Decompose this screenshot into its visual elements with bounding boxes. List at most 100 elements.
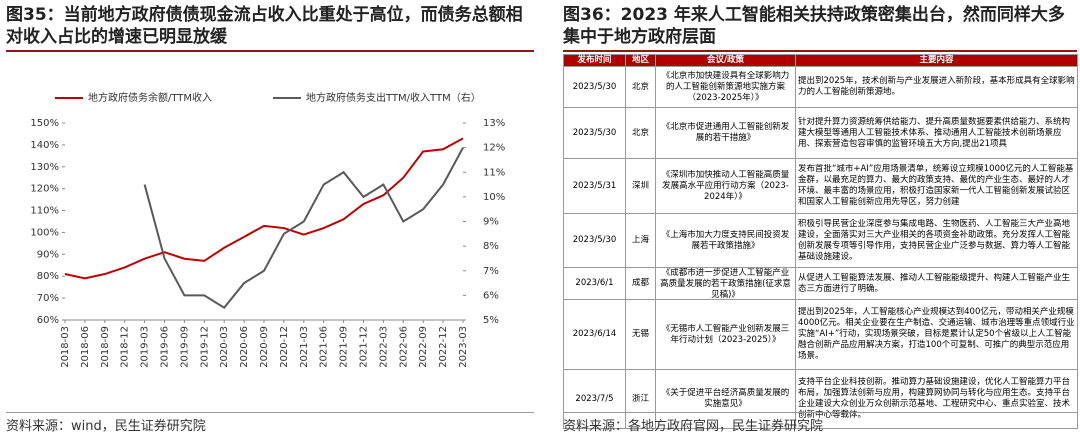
table-cell: 上海 — [625, 213, 656, 268]
table-cell: 《关于促进平台经济高质量发展的实施意见》 — [655, 369, 796, 429]
table-cell: 针对提升算力资源统筹供给能力、提升高质量数据要素供给能力、系统构建大模型等通用人… — [795, 107, 1078, 159]
y2-tick-label: 10% — [483, 192, 505, 203]
table-cell: 积极引导民营企业深度参与集成电路、生物医药、人工智能三大产业高地建设，全面落实对… — [795, 213, 1078, 268]
table-cell: 2023/7/5 — [563, 369, 626, 429]
y2-tick-label: 9% — [483, 217, 499, 228]
y2-tick-label: 8% — [483, 241, 499, 252]
y2-tick-label: 13% — [483, 118, 505, 129]
cell-text: 2023/5/30 — [572, 127, 617, 138]
header-cell: 会议/政策 — [655, 54, 796, 67]
cell-text: 北京 — [631, 81, 649, 92]
table-row: 2023/5/30 上海 《上海市加大力度支持民间投资发展若干政策措施》 积极引导民营… — [563, 213, 1078, 268]
cell-text: 2023/6/14 — [572, 329, 617, 339]
table-cell: 2023/5/30 — [563, 107, 626, 159]
y-tick-label: 150% — [30, 118, 59, 129]
cell-text: 上海 — [631, 235, 649, 245]
y-tick-label: 130% — [30, 162, 59, 173]
x-tick-label: 2022-03 — [378, 326, 389, 368]
y2-tick-label: 5% — [483, 315, 499, 326]
x-tick-label: 2020-12 — [279, 326, 290, 368]
x-tick-label: 2020-09 — [259, 326, 270, 368]
table-cell: 提出到2025年，技术创新与产业发展进入新阶段，基本形成具有全球影响力的人工智能… — [795, 66, 1078, 108]
y-tick-label: 110% — [30, 206, 59, 217]
header-cell: 主要内容 — [795, 54, 1078, 67]
cell-text: 深圳 — [631, 180, 649, 191]
x-tick-label: 2021-03 — [299, 326, 310, 368]
x-tick-label: 2022-09 — [418, 326, 429, 368]
x-tick-label: 2023-03 — [458, 326, 469, 368]
cell-text: 《无锡市人工智能产业创新发展三年行动计划（2023-2025）》 — [661, 323, 790, 345]
left-source: 资料来源：wind，民生证券研究院 — [6, 412, 534, 434]
x-tick-label: 2018-09 — [100, 326, 111, 368]
x-tick-label: 2018-12 — [120, 326, 131, 368]
table-row: 2023/5/31 深圳 《深圳市加快推动人工智能高质量发展高水平应用行动方案（20… — [563, 158, 1078, 214]
table-cell: 成都 — [625, 267, 656, 300]
cell-text: 《成都市进一步促进人工智能产业高质量发展的若干政策措施(征求意见稿)》 — [660, 268, 791, 299]
table-cell: 《无锡市人工智能产业创新发展三年行动计划（2023-2025）》 — [655, 299, 796, 370]
table-cell: 2023/5/30 — [563, 213, 626, 268]
x-tick-label: 2020-06 — [239, 326, 250, 368]
x-tick-label: 2018-03 — [60, 326, 71, 368]
series-line — [64, 137, 464, 280]
table-cell: 浙江 — [625, 369, 656, 429]
legend-label: 地方政府债务支出TTM/收入TTM（右） — [306, 91, 481, 104]
table-cell: 支持平台企业科技创新。推动算力基础设施建设，优化人工智能算力平台布局，加强算法创… — [795, 369, 1078, 429]
table-row: 2023/6/14 无锡 《无锡市人工智能产业创新发展三年行动计划（2023-202… — [563, 299, 1078, 370]
header-cell: 发布时间 — [563, 54, 626, 67]
x-tick-label: 2021-09 — [339, 326, 350, 368]
x-tick-label: 2019-09 — [179, 326, 190, 368]
series-line — [143, 147, 464, 310]
table-cell: 《北京市加快建设具有全球影响力的人工智能创新策源地实施方案（2023-2025年… — [655, 66, 796, 108]
table-row: 2023/6/1 成都 《成都市进一步促进人工智能产业高质量发展的若干政策措施(征求… — [563, 267, 1078, 300]
cell-text: 支持平台企业科技创新。推动算力基础设施建设，优化人工智能算力平台布局，加强算法创… — [798, 377, 1071, 420]
x-tick-label: 2019-12 — [199, 326, 210, 368]
table-cell: 北京 — [625, 107, 656, 159]
cell-text: 《上海市加大力度支持民间投资发展若干政策措施》 — [661, 229, 790, 251]
y2-tick-label: 12% — [483, 143, 505, 154]
table-row: 2023/7/5 浙江 《关于促进平台经济高质量发展的实施意见》 支持平台企业科技创新… — [563, 369, 1078, 429]
y-tick-label: 120% — [30, 184, 59, 195]
table-cell: 2023/6/1 — [563, 267, 626, 300]
table-cell: 发布首批“城市+AI”应用场景清单，统筹设立规模1000亿元的人工智能基金群，以… — [795, 158, 1078, 214]
x-tick-label: 2021-12 — [359, 326, 370, 368]
header-cell: 地区 — [625, 54, 656, 67]
x-tick-label: 2019-06 — [160, 326, 171, 368]
left-title: 图35：当前地方政府债债现金流占收入比重处于高位，而债务总额相对收入占比的增速已… — [6, 4, 534, 52]
y-tick-label: 140% — [30, 140, 59, 151]
table-cell: 北京 — [625, 66, 656, 108]
y-tick-label: 90% — [37, 249, 59, 260]
y2-tick-label: 6% — [483, 290, 499, 301]
cell-text: 《北京市促进通用人工智能创新发展的若干措施》 — [661, 122, 790, 143]
cell-text: 成都 — [631, 278, 649, 288]
y-tick-label: 60% — [37, 315, 59, 326]
chart: 60% 70% 80% 90% 100% 110% 120% 130% 140% 150% 5% 6%… — [30, 91, 505, 368]
table-cell: 《北京市促进通用人工智能创新发展的若干措施》 — [655, 107, 796, 159]
table-row: 2023/5/30 北京 《北京市加快建设具有全球影响力的人工智能创新策源地实施方案… — [563, 66, 1078, 108]
cell-text: 2023/7/5 — [575, 393, 614, 404]
y-tick-label: 70% — [37, 293, 59, 304]
x-tick-label: 2022-12 — [438, 326, 449, 368]
y2-tick-label: 7% — [483, 266, 499, 277]
table-cell: 2023/6/14 — [563, 299, 626, 370]
table-cell: 《成都市进一步促进人工智能产业高质量发展的若干政策措施(征求意见稿)》 — [655, 267, 796, 300]
cell-text: 2023/5/31 — [572, 180, 617, 191]
y-tick-label: 100% — [30, 227, 59, 238]
cell-text: 提出到2025年，人工智能核心产业规模达到400亿元，带动相关产业规模4000亿… — [798, 307, 1075, 361]
table-cell: 2023/5/30 — [563, 66, 626, 108]
table-cell: 《深圳市加快推动人工智能高质量发展高水平应用行动方案（2023-2024年）》 — [655, 158, 796, 214]
table-cell: 2023/5/31 — [563, 158, 626, 214]
policy-table: 发布时间 地区 会议/政策 主要内容 2023/5/30 北京 《北京市加快建设具有全球影响… — [563, 54, 1078, 429]
cell-text: 《关于促进平台经济高质量发展的实施意见》 — [661, 388, 790, 409]
cell-text: 《北京市加快建设具有全球影响力的人工智能创新策源地实施方案（2023-2025年… — [661, 70, 790, 103]
header-row: 发布时间 地区 会议/政策 主要内容 — [563, 54, 1078, 67]
cell-text: 发布首批“城市+AI”应用场景清单，统筹设立规模1000亿元的人工智能基金群，以… — [798, 164, 1074, 207]
table-row: 2023/5/30 北京 《北京市促进通用人工智能创新发展的若干措施》 针对提升算力资… — [563, 107, 1078, 159]
table-cell: 《上海市加大力度支持民间投资发展若干政策措施》 — [655, 213, 796, 268]
cell-text: 2023/6/1 — [575, 278, 614, 288]
cell-text: 积极引导民营企业深度参与集成电路、生物医药、人工智能三大产业高地建设，全面落实对… — [798, 218, 1071, 262]
cell-text: 浙江 — [631, 393, 649, 404]
x-tick-label: 2021-06 — [319, 326, 330, 368]
x-tick-label: 2018-06 — [80, 326, 91, 368]
cell-text: 2023/5/30 — [572, 235, 617, 245]
